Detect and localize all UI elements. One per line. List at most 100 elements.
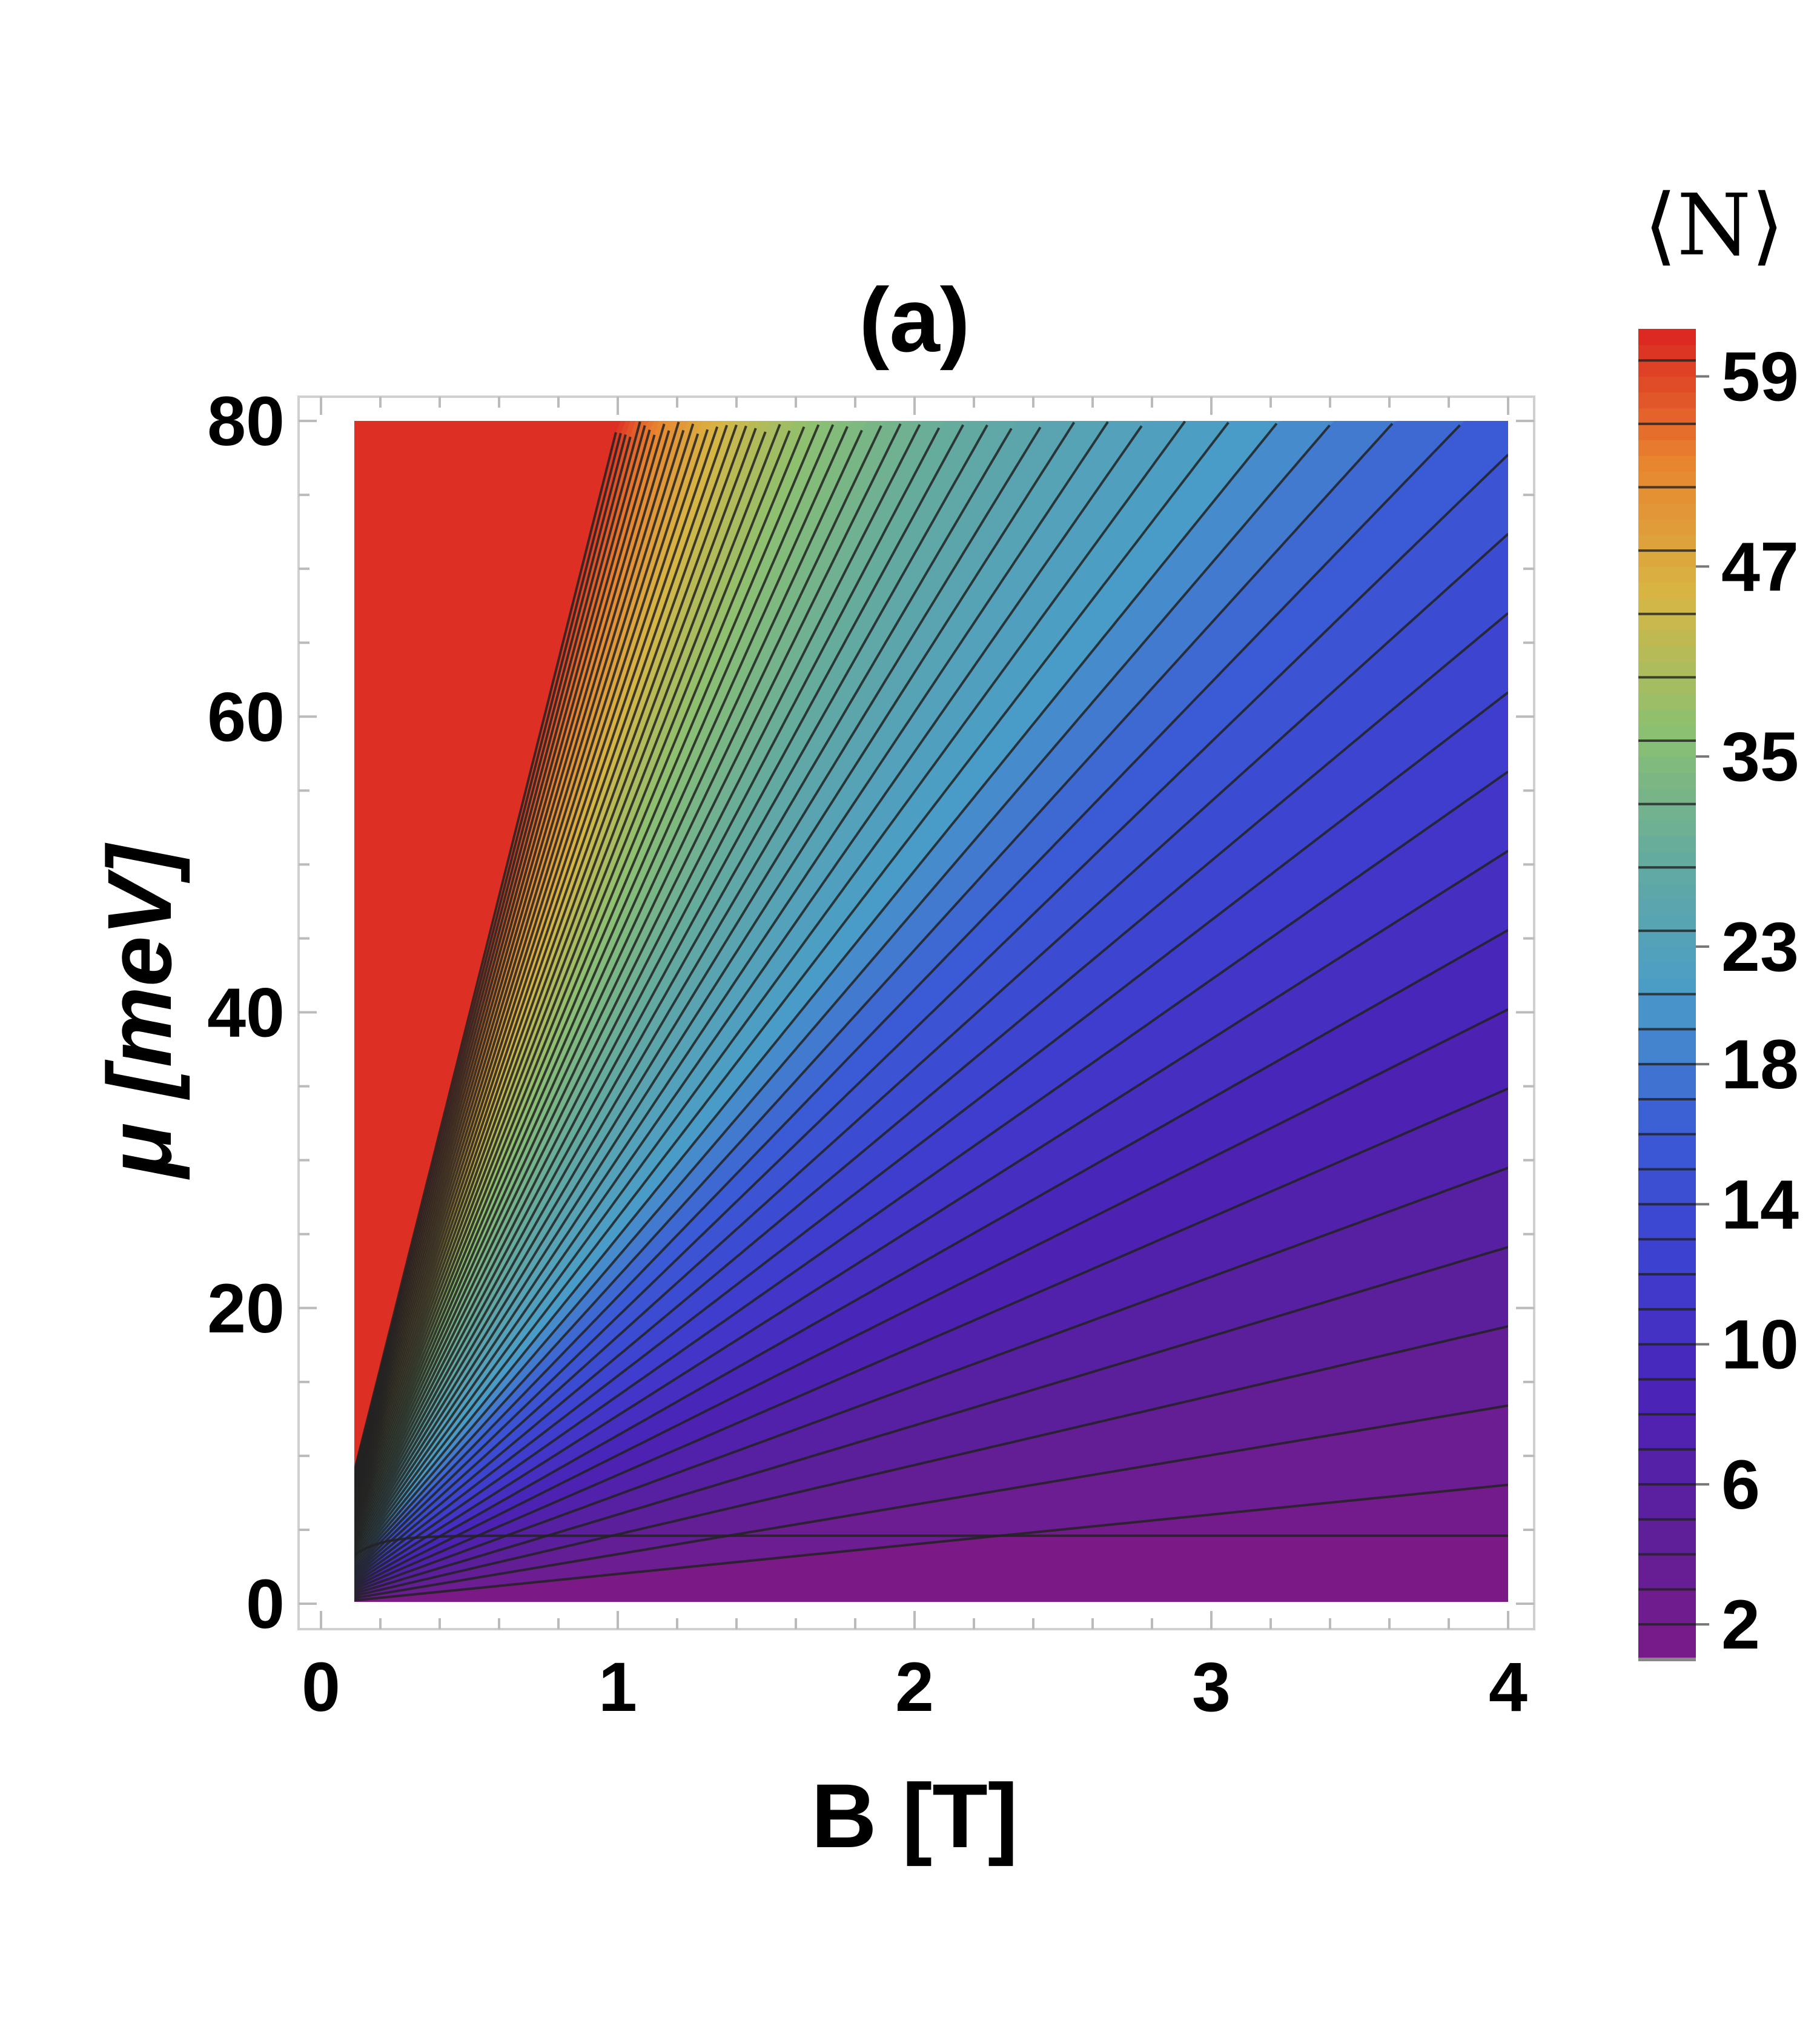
contour-line <box>354 1087 1508 1591</box>
colorbar-segment <box>1638 1449 1696 1485</box>
colorbar-tick-label: 2 <box>1721 1586 1760 1664</box>
y-tick-label: 60 <box>207 678 285 756</box>
colorbar-segment <box>1638 915 1696 931</box>
y-tick-label: 0 <box>246 1566 285 1643</box>
contour-line <box>354 425 882 1537</box>
contour-line <box>354 423 1278 1565</box>
colorbar-segment <box>1638 1624 1696 1660</box>
colorbar-segment <box>1638 741 1696 757</box>
contour-line <box>354 429 709 1507</box>
colorbar-segment <box>1638 614 1696 630</box>
colorbar-segment <box>1638 835 1696 852</box>
contour-line <box>354 426 1042 1552</box>
colorbar-segment <box>1638 360 1696 377</box>
contour-line <box>354 421 1109 1556</box>
contour-line <box>354 421 1187 1561</box>
colorbar-ticks: 2 6 10 14 18 23 35 47 59 <box>1696 338 1799 1664</box>
colorbar-segment <box>1638 1344 1696 1380</box>
contour-line <box>354 423 781 1522</box>
contour-line <box>354 1325 1508 1598</box>
chart-title: (a) <box>859 269 970 371</box>
colorbar-segment <box>1638 1414 1696 1450</box>
colorbar-segment <box>1638 962 1696 979</box>
colorbar-segment <box>1638 551 1696 567</box>
contour-line <box>354 850 1508 1584</box>
contour-line <box>354 422 1230 1563</box>
colorbar-segment <box>1638 804 1696 821</box>
contour-line <box>354 436 632 1483</box>
contour-line <box>354 612 1508 1578</box>
contour-line <box>354 422 680 1498</box>
contour-line <box>354 423 666 1494</box>
contour-line <box>354 1483 1508 1602</box>
y-tick-label: 40 <box>207 974 285 1052</box>
colorbar: 2 6 10 14 18 23 35 47 59 ⟨N⟩ <box>1638 176 1799 1664</box>
contour-line <box>354 430 791 1524</box>
contour-line <box>354 454 1508 1573</box>
colorbar-segment <box>1638 947 1696 963</box>
contour-line <box>354 432 617 1477</box>
colorbar-tick-label: 59 <box>1721 338 1799 415</box>
contour-line <box>354 424 988 1547</box>
colorbar-segment <box>1638 423 1696 440</box>
colorbar-label: ⟨N⟩ <box>1644 176 1784 275</box>
colorbar-segment <box>1638 392 1696 409</box>
colorbar-segment <box>1638 629 1696 646</box>
colorbar-segment <box>1638 930 1696 947</box>
colorbar-segment <box>1638 345 1696 361</box>
colorbar-segment <box>1638 677 1696 694</box>
contour-fill <box>354 421 1508 1602</box>
colorbar-segment <box>1638 1379 1696 1415</box>
colorbar-tick-label: 10 <box>1721 1306 1799 1384</box>
contour-lines <box>354 421 1508 1602</box>
colorbar-segment <box>1638 1099 1696 1135</box>
colorbar-segment <box>1638 1274 1696 1310</box>
axis-ticks <box>299 397 1534 1629</box>
contour-line <box>354 430 670 1496</box>
colorbar-segment <box>1638 1589 1696 1625</box>
colorbar-segment <box>1638 1239 1696 1275</box>
colorbar-segment <box>1638 724 1696 741</box>
x-tick-label: 0 <box>302 1649 340 1726</box>
colorbar-segment <box>1638 1204 1696 1240</box>
colorbar-segment <box>1638 1134 1696 1170</box>
contour-line <box>354 427 941 1543</box>
colorbar-segment <box>1638 693 1696 710</box>
colorbar-segment <box>1638 819 1696 836</box>
contour-line <box>354 426 849 1532</box>
x-tick-label: 3 <box>1192 1649 1231 1726</box>
colorbar-segment <box>1638 535 1696 551</box>
colorbar-tick-label: 14 <box>1721 1166 1799 1243</box>
colorbar-segment <box>1638 1554 1696 1590</box>
contour-line <box>354 428 757 1518</box>
contour-line <box>354 425 1143 1558</box>
colorbar-segment <box>1638 598 1696 615</box>
x-axis-label: B [T] <box>811 1765 1018 1867</box>
contour-line <box>354 1404 1508 1599</box>
contour-band <box>354 421 1508 1472</box>
y-tick-label: 20 <box>207 1270 285 1348</box>
colorbar-segment <box>1638 772 1696 789</box>
contour-line <box>354 425 646 1487</box>
colorbar-tick-label: 23 <box>1721 908 1799 986</box>
colorbar-segment <box>1638 518 1696 535</box>
contour-line <box>354 1008 1508 1589</box>
contour-line <box>354 424 820 1528</box>
contour-line <box>354 431 767 1520</box>
colorbar-segment <box>1638 1484 1696 1520</box>
contour-line <box>354 425 747 1515</box>
colorbar-segment <box>1638 1029 1696 1065</box>
colorbar-segment <box>1638 329 1696 345</box>
contour-line <box>354 424 738 1513</box>
colorbar-segment <box>1638 646 1696 662</box>
contour-line <box>354 1246 1508 1595</box>
colorbar-segment <box>1638 883 1696 900</box>
contour-line <box>354 423 1394 1569</box>
contour-line <box>354 424 835 1530</box>
y-axis-label: μ [meV] <box>88 842 190 1180</box>
x-tick-label: 2 <box>895 1649 934 1726</box>
colorbar-segment <box>1638 852 1696 868</box>
colorbar-segment <box>1638 1169 1696 1205</box>
colorbar-segment <box>1638 503 1696 520</box>
